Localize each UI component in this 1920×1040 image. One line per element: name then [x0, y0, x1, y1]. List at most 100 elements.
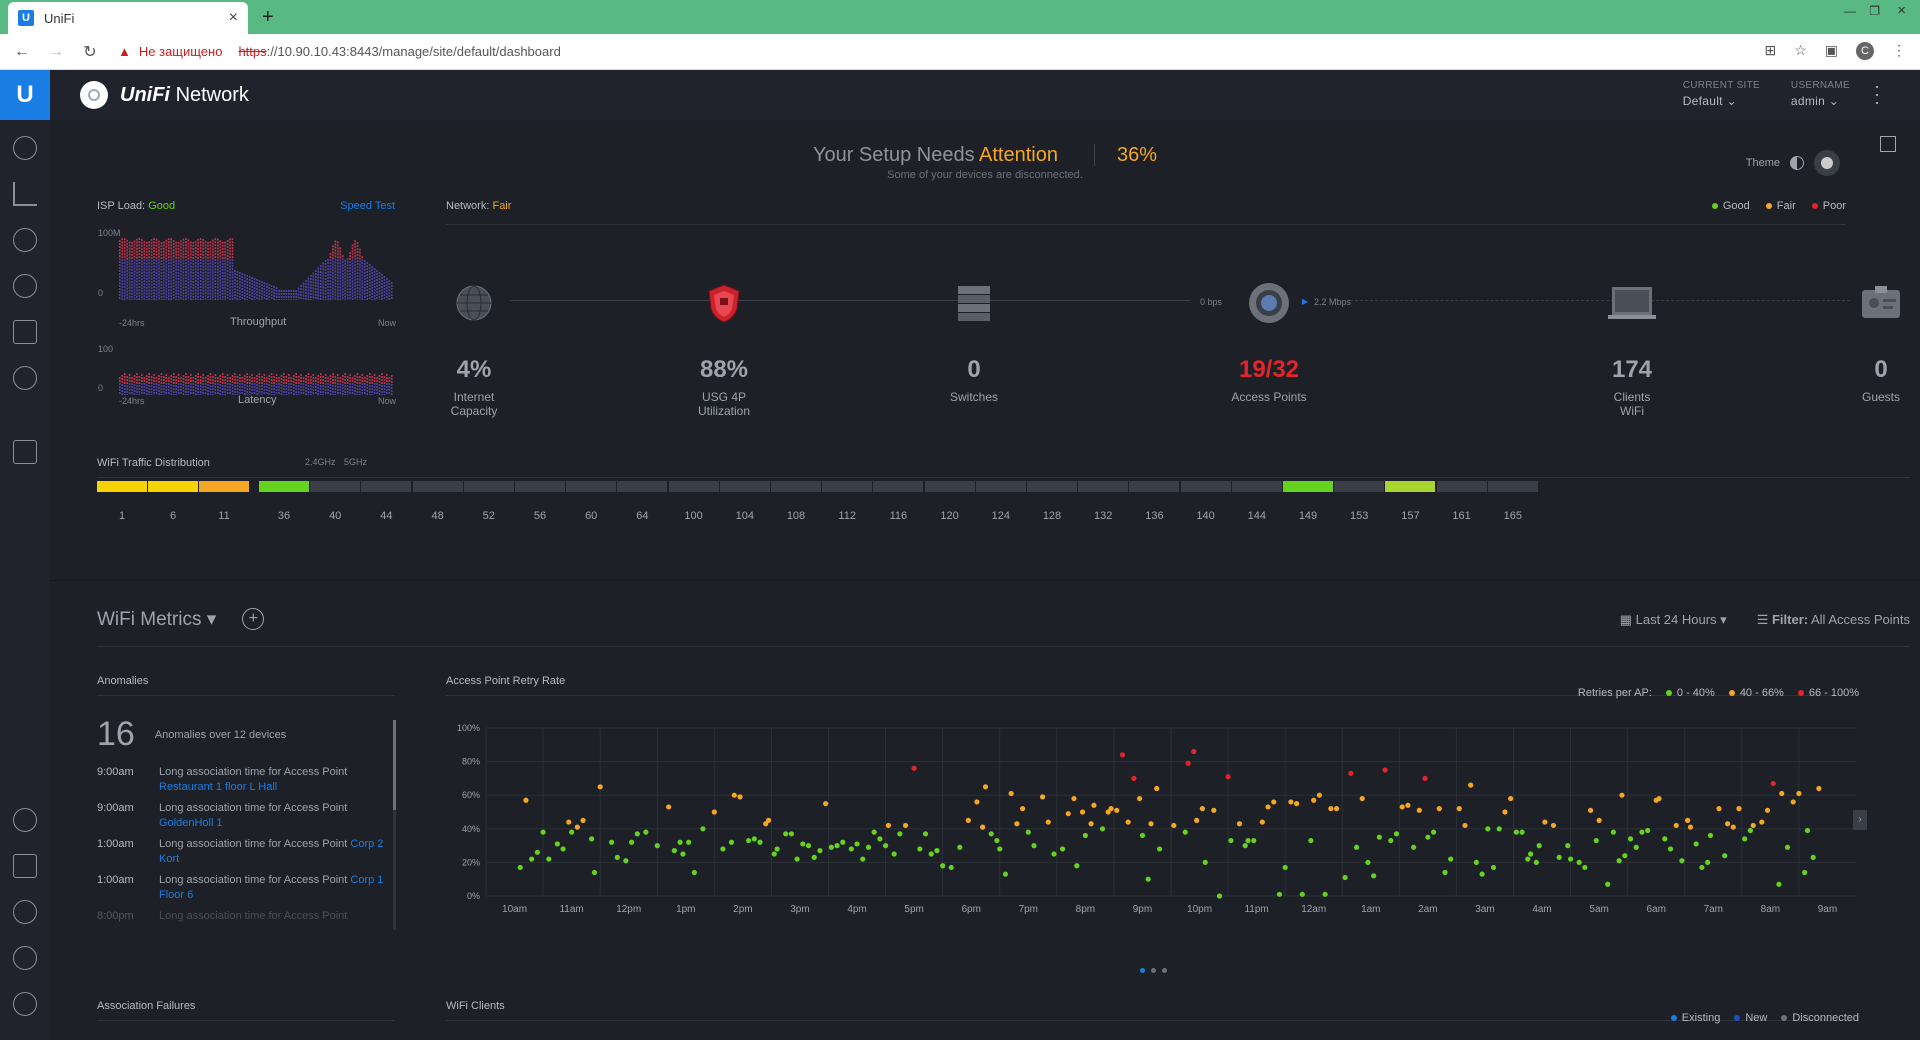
- throughput-bar: [150, 299, 153, 300]
- throughput-bar: [337, 256, 339, 259]
- latency-bar: [317, 375, 320, 377]
- throughput-bar: [302, 282, 305, 285]
- translate-icon[interactable]: ⊞: [1764, 42, 1777, 58]
- speed-test-link[interactable]: Speed Test: [340, 200, 395, 212]
- throughput-bar: [192, 268, 195, 271]
- theme-light-icon[interactable]: [1790, 156, 1804, 170]
- statistics-icon[interactable]: [13, 182, 37, 206]
- throughput-bar: [136, 244, 138, 247]
- latency-bar: [344, 385, 346, 387]
- alerts-icon[interactable]: [13, 900, 37, 924]
- devices-icon[interactable]: [13, 274, 37, 298]
- latency-bar: [248, 379, 251, 381]
- wifi-metrics-title[interactable]: WiFi Metrics ▾: [97, 608, 217, 630]
- forward-icon[interactable]: →: [48, 42, 64, 60]
- anomaly-device-link[interactable]: Corp 2 Kort: [159, 838, 384, 865]
- retry-point: [1399, 804, 1405, 810]
- back-icon[interactable]: ←: [14, 42, 30, 60]
- throughput-bar: [141, 248, 143, 251]
- throughput-bar: [359, 287, 361, 290]
- latency-bar: [378, 393, 381, 395]
- side-panel-toggle-icon[interactable]: [1880, 136, 1896, 152]
- throughput-bar: [381, 277, 383, 279]
- restore-icon[interactable]: ❐: [1869, 4, 1880, 18]
- chart-next-arrow-icon[interactable]: ›: [1853, 810, 1867, 830]
- throughput-bar: [170, 298, 173, 300]
- current-site-selector[interactable]: CURRENT SITE Default ⌄: [1682, 80, 1760, 108]
- more-menu-icon[interactable]: · · ·: [1874, 76, 1880, 112]
- gateway-node[interactable]: 88% USG 4P Utilization: [639, 280, 809, 418]
- clients-icon[interactable]: [13, 320, 37, 344]
- reload-icon[interactable]: ↻: [83, 43, 97, 61]
- profile-avatar[interactable]: C: [1856, 42, 1874, 60]
- switches-node[interactable]: 0 Switches: [889, 280, 1059, 404]
- events-icon[interactable]: [13, 854, 37, 878]
- throughput-bar: [390, 294, 393, 296]
- anomalies-scrollbar[interactable]: [393, 720, 396, 930]
- throughput-bar: [194, 279, 197, 282]
- throughput-bar: [190, 268, 192, 271]
- clients-node[interactable]: 174 Clients WiFi: [1547, 280, 1717, 418]
- filter-icon: ☰: [1756, 612, 1769, 627]
- tab-close-icon[interactable]: ×: [228, 9, 238, 26]
- throughput-bar: [368, 288, 371, 290]
- time-range-selector[interactable]: ▦ Last 24 Hours ▾: [1619, 612, 1727, 627]
- guests-node[interactable]: 0 Guests: [1796, 280, 1920, 404]
- browser-menu-icon[interactable]: ⋮: [1892, 42, 1906, 58]
- anomaly-device-link[interactable]: GoldenHoll 1: [159, 817, 223, 829]
- filter-selector[interactable]: ☰ Filter: All Access Points: [1756, 612, 1910, 627]
- throughput-bar: [148, 277, 150, 280]
- throughput-bar: [376, 297, 378, 299]
- latency-bar: [364, 380, 366, 382]
- minimize-icon[interactable]: —: [1844, 4, 1856, 18]
- latency-bar: [121, 393, 124, 395]
- settings-gear-icon[interactable]: [13, 992, 37, 1016]
- throughput-bar: [187, 281, 190, 284]
- chart-pager[interactable]: [1140, 968, 1167, 973]
- latency-bar: [123, 391, 126, 393]
- latency-bar: [390, 381, 393, 383]
- latency-bar: [292, 381, 295, 383]
- latency-bar: [268, 387, 271, 389]
- new-tab-icon[interactable]: +: [262, 6, 274, 28]
- chat-icon[interactable]: [13, 946, 37, 970]
- browser-tab[interactable]: U UniFi ×: [8, 2, 248, 34]
- throughput-bar: [253, 293, 256, 295]
- throughput-bar: [194, 243, 197, 246]
- address-bar[interactable]: ▲ Не защищено https ://10.90.10.43:8443/…: [118, 44, 561, 59]
- anomaly-device-link[interactable]: Corp 1 Floor 6: [159, 874, 384, 901]
- latency-bar: [383, 376, 386, 378]
- throughput-bar: [155, 295, 158, 298]
- latency-bar: [337, 392, 339, 394]
- throughput-bar: [351, 247, 354, 250]
- theme-dark-icon[interactable]: [1814, 150, 1840, 176]
- ubiquiti-logo-icon[interactable]: U: [0, 70, 50, 120]
- throughput-bar: [168, 238, 170, 241]
- throughput-bar: [199, 283, 202, 286]
- add-metric-icon[interactable]: +: [242, 608, 265, 630]
- map-icon[interactable]: [13, 228, 37, 252]
- throughput-bar: [163, 298, 165, 300]
- shield-icon[interactable]: [13, 440, 37, 464]
- latency-bar: [351, 389, 354, 391]
- throughput-bar: [292, 299, 295, 300]
- throughput-bar: [148, 253, 150, 256]
- throughput-bar: [204, 276, 207, 279]
- access-points-node[interactable]: 19/32 Access Points: [1184, 280, 1354, 404]
- dashboard-icon[interactable]: [13, 136, 37, 160]
- latency-bar: [383, 382, 386, 384]
- internet-node[interactable]: 4% Internet Capacity: [389, 280, 559, 418]
- extension-icon[interactable]: ▣: [1824, 42, 1838, 58]
- throughput-bar: [158, 240, 160, 243]
- bookmark-star-icon[interactable]: ☆: [1794, 42, 1807, 58]
- throughput-bar: [148, 241, 150, 244]
- throughput-bar: [192, 271, 195, 274]
- insights-icon[interactable]: [13, 366, 37, 390]
- latency-bar: [131, 392, 133, 394]
- throughput-bar: [337, 262, 339, 265]
- window-close-icon[interactable]: ×: [1897, 2, 1906, 19]
- username-selector[interactable]: USERNAME admin ⌄: [1790, 80, 1850, 108]
- info-icon[interactable]: [13, 808, 37, 832]
- anomaly-device-link[interactable]: Restaurant 1 floor L Hall: [159, 781, 278, 793]
- latency-bar: [317, 390, 320, 392]
